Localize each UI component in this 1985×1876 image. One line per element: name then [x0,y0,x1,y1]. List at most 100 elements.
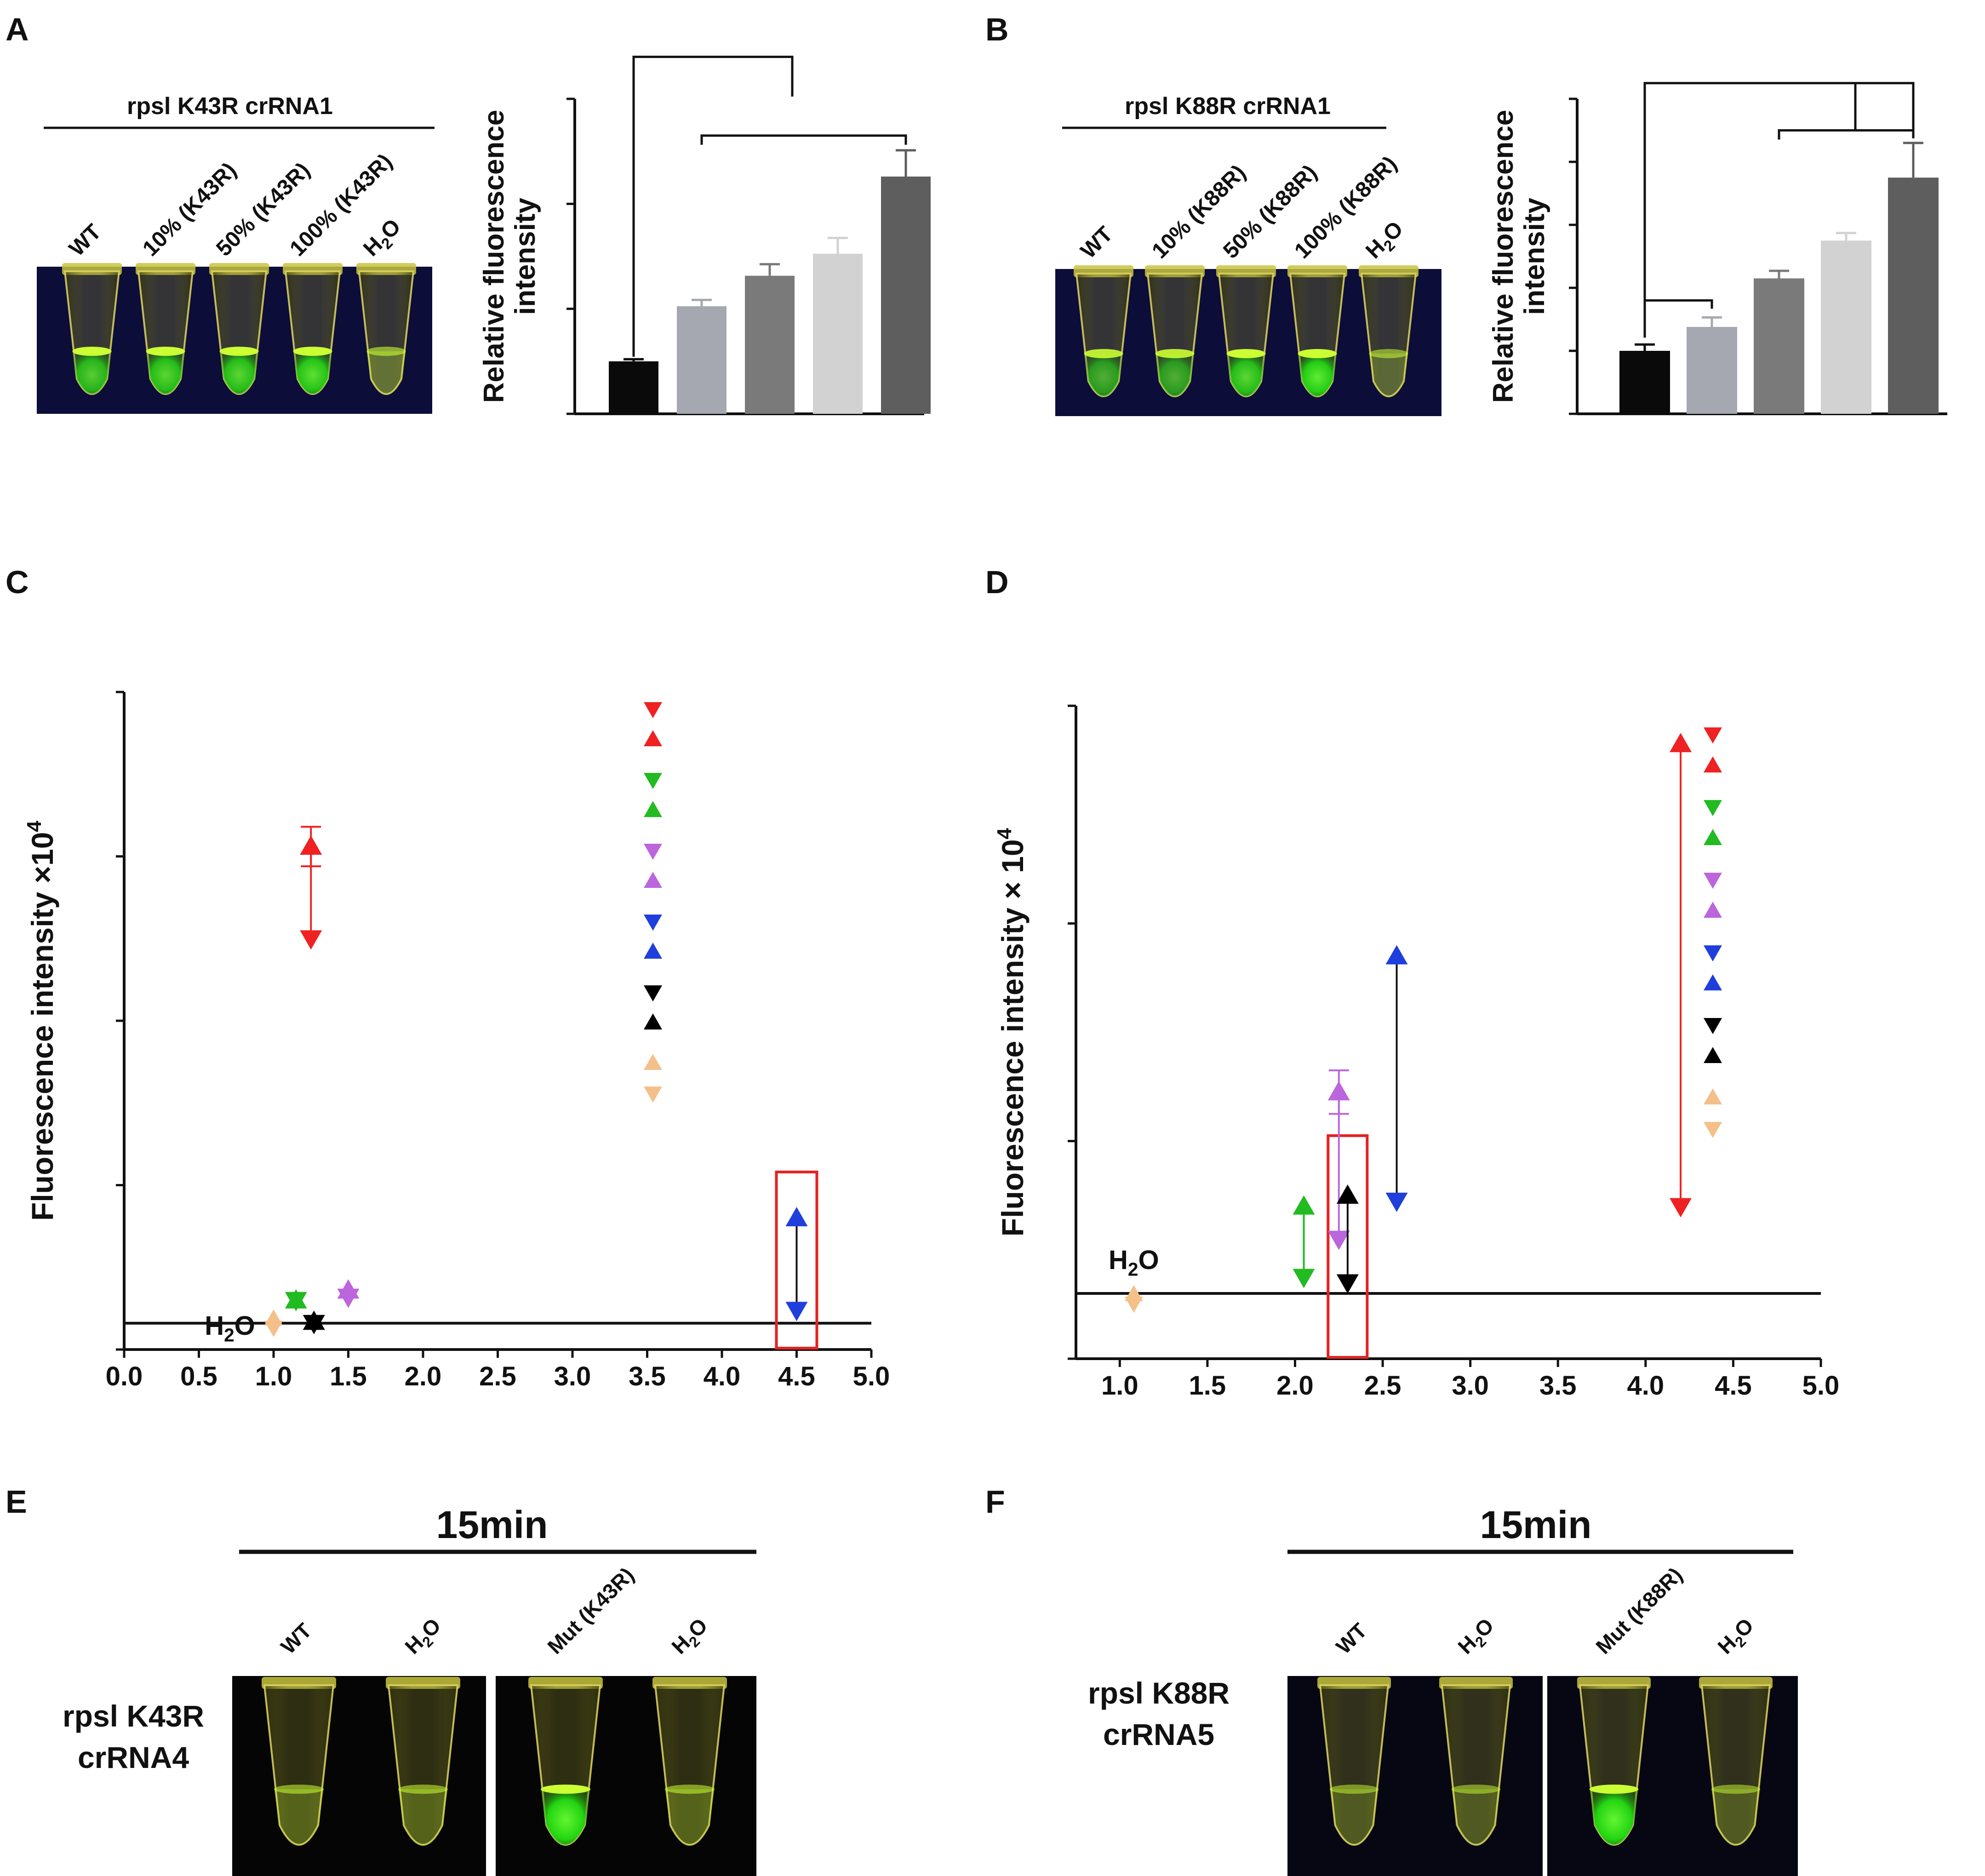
photo-b-lane-label: WT [1076,222,1117,263]
tube-body [1319,1684,1390,1846]
tube-meniscus [1155,349,1195,358]
photo-e-lane-label: WT [276,1619,316,1659]
tube-meniscus [1084,349,1123,358]
legend-marker [644,872,662,888]
scatter-d-mut-point [1385,945,1408,965]
legend-marker [644,1054,662,1070]
scatter-c-x-tick-label: 3.0 [554,1361,591,1391]
legend-marker [644,943,662,959]
tube-body [358,270,415,395]
legend-marker [644,1013,662,1030]
tube-body [1700,1684,1771,1846]
bar-b-bracket-star [1643,299,1713,309]
scatter-c-nc-point [264,1321,283,1337]
scatter-c-x-tick-label: 2.5 [479,1361,516,1391]
scatter-d-wt-point [1293,1269,1315,1288]
scatter-d-mut-point [1670,732,1692,752]
tube-meniscus [398,1784,448,1794]
legend-marker [644,985,662,1001]
tube-meniscus [366,347,406,356]
bar-a-bar [881,176,931,414]
scatter-chart-c: 0.0 0.5 1.0 1.5 2.0 2.5 3.0 3.5 4.0 4.5 5.0 Fluores… [23,691,890,1391]
tube-meniscus [1711,1784,1761,1794]
scatter-d-x-tick-label: 3.5 [1539,1371,1577,1401]
tube-liquid-glow [1451,1789,1501,1845]
scatter-c-h2o-label: H2O [205,1311,255,1346]
bar-b-y-label-line1: Relative fluorescence [1487,110,1519,403]
legend-marker [1704,756,1722,772]
photo-f-lane-label: WT [1331,1619,1371,1659]
scatter-d-mut-point [1293,1195,1315,1215]
legend-marker [1704,829,1722,845]
legend-marker [1704,873,1722,889]
scatter-c-wt-point [300,930,322,950]
photo-a-lane-label: WT [64,220,106,261]
panel-label-b: B [985,11,1009,47]
tube-liquid-glow [1155,354,1195,396]
panel-label-c: C [6,564,29,600]
bar-b-bar [1754,278,1804,414]
photo-f-lane-label: H2O [1453,1613,1501,1661]
photo-a-lane-label: H2O [359,214,408,264]
legend-marker [1704,727,1722,744]
scatter-d-x-tick-label: 1.0 [1101,1371,1138,1401]
tube-liquid-glow [665,1789,715,1845]
tube-liquid-glow [1226,354,1266,396]
tube-meniscus [1451,1784,1501,1794]
bar-a-y-label-line1: Relative fluorescence [478,110,510,403]
tube-meniscus [146,347,185,356]
tube-meniscus [1589,1784,1639,1794]
scatter-c-mut-point [785,1207,808,1226]
tube-meniscus [541,1784,590,1794]
scatter-d-h2o-label: H2O [1109,1245,1159,1280]
bar-a-bracket-group [700,134,907,145]
scatter-c-y-label: Fluorescence intensity ×104 [23,820,59,1221]
bar-b-bar [1888,177,1939,414]
scatter-c-x-tick-label: 3.5 [629,1361,666,1391]
bar-a-bar [745,275,795,414]
legend-marker [1704,1047,1722,1063]
scatter-c-x-tick-label: 5.0 [853,1361,890,1391]
tube-liquid-glow [1084,354,1123,396]
legend-marker [1704,945,1722,961]
bar-chart-a: Relative fluorescence intensity [478,56,931,415]
tube-liquid-glow [366,351,406,394]
tube-liquid-glow [1589,1789,1639,1845]
tube-body [1360,273,1417,397]
scatter-d-x-tick-label: 2.0 [1276,1371,1314,1401]
photo-b-title: rpsl K88R crRNA1 [1125,93,1331,120]
bar-a-y-label-line2: intensity [509,198,541,315]
panel-label-e: E [6,1484,27,1520]
scatter-d-x-tick-label: 2.5 [1364,1371,1402,1401]
scatter-c-x-tick-label: 0.0 [106,1361,143,1391]
bar-b-bar [1821,240,1871,414]
scatter-d-x-tick-label: 5.0 [1802,1371,1840,1401]
scatter-c-x-tick-label: 2.0 [405,1361,442,1391]
tube-meniscus [1226,349,1266,358]
tube-liquid-glow [274,1789,324,1845]
tube-liquid-glow [1298,354,1337,396]
photo-e-lane-label: H2O [400,1613,448,1661]
legend-marker [644,730,662,746]
tube-body [654,1684,726,1846]
photo-f-side-label-1: rpsl K88R [1088,1676,1230,1710]
scatter-d-wt-point [1327,1230,1350,1250]
scatter-d-x-tick-label: 4.5 [1715,1371,1752,1401]
scatter-c-mut-point [300,835,322,855]
photo-b-lane-label: H2O [1361,217,1411,266]
tube-meniscus [219,347,259,356]
bar-b-y-label-line2: intensity [1519,198,1550,315]
tube-meniscus [1298,349,1337,358]
photo-e-lane-label: H2O [667,1613,715,1661]
photo-e-side-label-2: crRNA4 [78,1740,189,1774]
legend-marker [644,773,662,789]
scatter-c-highlight-box [775,1170,818,1350]
tube-liquid-glow [398,1789,448,1845]
bar-b-bracket-main [1643,82,1915,338]
scatter-d-x-tick-label: 4.0 [1627,1371,1665,1401]
scatter-d-mut-point [1327,1081,1350,1101]
scatter-d-wt-point [1385,1192,1408,1212]
photo-a: rpsl K43R crRNA1 WT 10% (K43R)50% (K43R)1… [37,93,435,414]
scatter-c-mut-point [303,1310,325,1330]
